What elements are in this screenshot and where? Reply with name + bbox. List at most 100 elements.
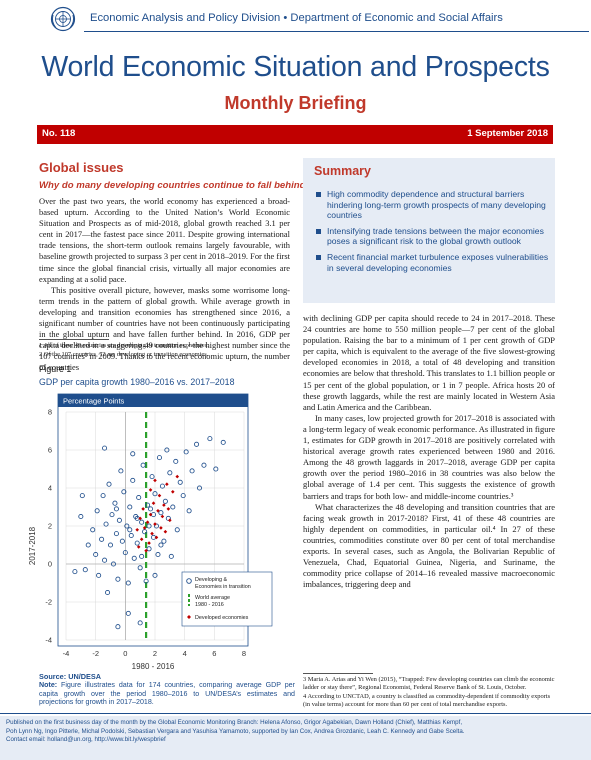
point-developing [168,553,174,559]
x-tick-label: -4 [63,649,70,658]
point-developing [121,489,127,495]
point-developed [139,537,144,542]
point-developed [142,526,147,530]
point-developing [130,451,136,457]
point-developed [175,474,180,479]
point-developing [186,508,192,514]
legend-label-world-2: 1980 - 2016 [195,602,224,608]
point-developing [173,458,179,464]
point-developing [146,546,152,552]
point-developed [163,529,168,534]
right-column-text: with declining GDP per capita should rec… [303,313,555,590]
point-developing [127,504,133,510]
chart-panel-title: Percentage Points [63,397,125,406]
chart-legend: Developing & Economies in transition Wor… [181,571,273,627]
header-bar: Economic Analysis and Policy Division • … [0,0,591,40]
point-developing [220,439,226,445]
paragraph: Over the past two years, the world econo… [39,196,290,284]
summary-item: Intensifying trade tensions between the … [314,226,550,247]
point-developed [168,518,172,523]
point-developed [138,516,142,521]
point-developed [154,535,159,540]
point-developing [105,589,111,596]
x-axis-label: 1980 - 2016 [132,662,175,671]
left-column-text: Over the past two years, the world econo… [39,196,290,374]
point-developing [93,551,99,558]
point-developing [194,441,200,447]
legend-marker-developed [187,615,191,619]
issue-bar: No. 118 1 September 2018 [37,125,553,144]
y-tick-label: 8 [48,408,52,417]
point-developing [146,523,152,529]
point-developing [139,553,145,559]
report-subtitle: Monthly Briefing [224,93,367,113]
point-developed [153,522,157,526]
section-heading: Global issues [39,160,124,175]
point-developing [161,538,167,544]
footer: Published on the first business day of t… [0,716,591,760]
point-developing [96,572,102,578]
point-developing [131,555,137,561]
point-developing [106,481,112,487]
point-developing [122,550,128,556]
point-developed [135,528,139,532]
point-developing [137,565,143,571]
point-developing [140,462,146,468]
figure-note-label: Note: [39,681,58,689]
x-tick-label: -2 [92,649,99,658]
point-developed [150,531,154,536]
y-tick-label: 2 [48,522,52,531]
issue-number: No. 118 [42,128,76,139]
point-developing [109,512,115,518]
legend-label-developing-2: Economies in transition [195,584,251,590]
x-tick-label: 4 [183,649,187,658]
point-developing [213,466,219,472]
point-developing [103,521,109,527]
point-developing [127,527,133,533]
point-developing [156,455,162,461]
point-developed [141,507,145,511]
point-developing [201,462,207,468]
point-developing [162,498,168,504]
point-developing [189,468,195,474]
paragraph: In many cases, low projected growth for … [303,412,555,501]
footer-line: Published on the first business day of t… [6,719,463,726]
paragraph: This positive overall picture, however, … [39,284,290,373]
point-developing [125,580,131,586]
point-developing [125,610,131,616]
y-tick-label: 6 [48,446,52,455]
point-developing [94,508,100,514]
header-rule [84,31,589,32]
point-developing [159,483,165,489]
y-axis-label: 2017-2018 [28,526,37,565]
point-developing [134,540,140,546]
summary-box: Summary High commodity dependence and st… [303,158,555,303]
summary-title: Summary [314,164,371,178]
point-developing [124,523,130,529]
point-developed [153,478,157,483]
paragraph: with declining GDP per capita should rec… [303,313,555,412]
legend-label-world-1: World average [195,595,230,601]
point-developed [136,545,141,549]
point-developing [119,538,125,544]
point-developed [171,490,175,494]
un-emblem-icon [50,6,76,32]
point-developing [143,578,149,584]
footer-rule [0,713,591,714]
point-developing [170,504,176,510]
footnote: 2 Of the 107 countries, 72 are developin… [39,351,209,358]
point-developing [183,449,189,455]
point-developing [158,542,164,548]
point-developing [152,572,158,578]
x-tick-label: 0 [123,649,127,658]
point-developing [118,468,124,474]
point-developing [82,567,88,573]
figure-note-text: Figure illustrates data for 174 countrie… [39,681,295,707]
point-developing [102,557,108,563]
point-developing [136,494,142,501]
legend-marker-developing [186,578,192,584]
point-developing [174,527,180,533]
point-developing [90,527,96,533]
point-developing [180,493,186,499]
scatter-chart: Percentage Points -4 -2 0 2 4 6 8 -4 -2 0 2 4 6 8 201… [28,393,273,671]
